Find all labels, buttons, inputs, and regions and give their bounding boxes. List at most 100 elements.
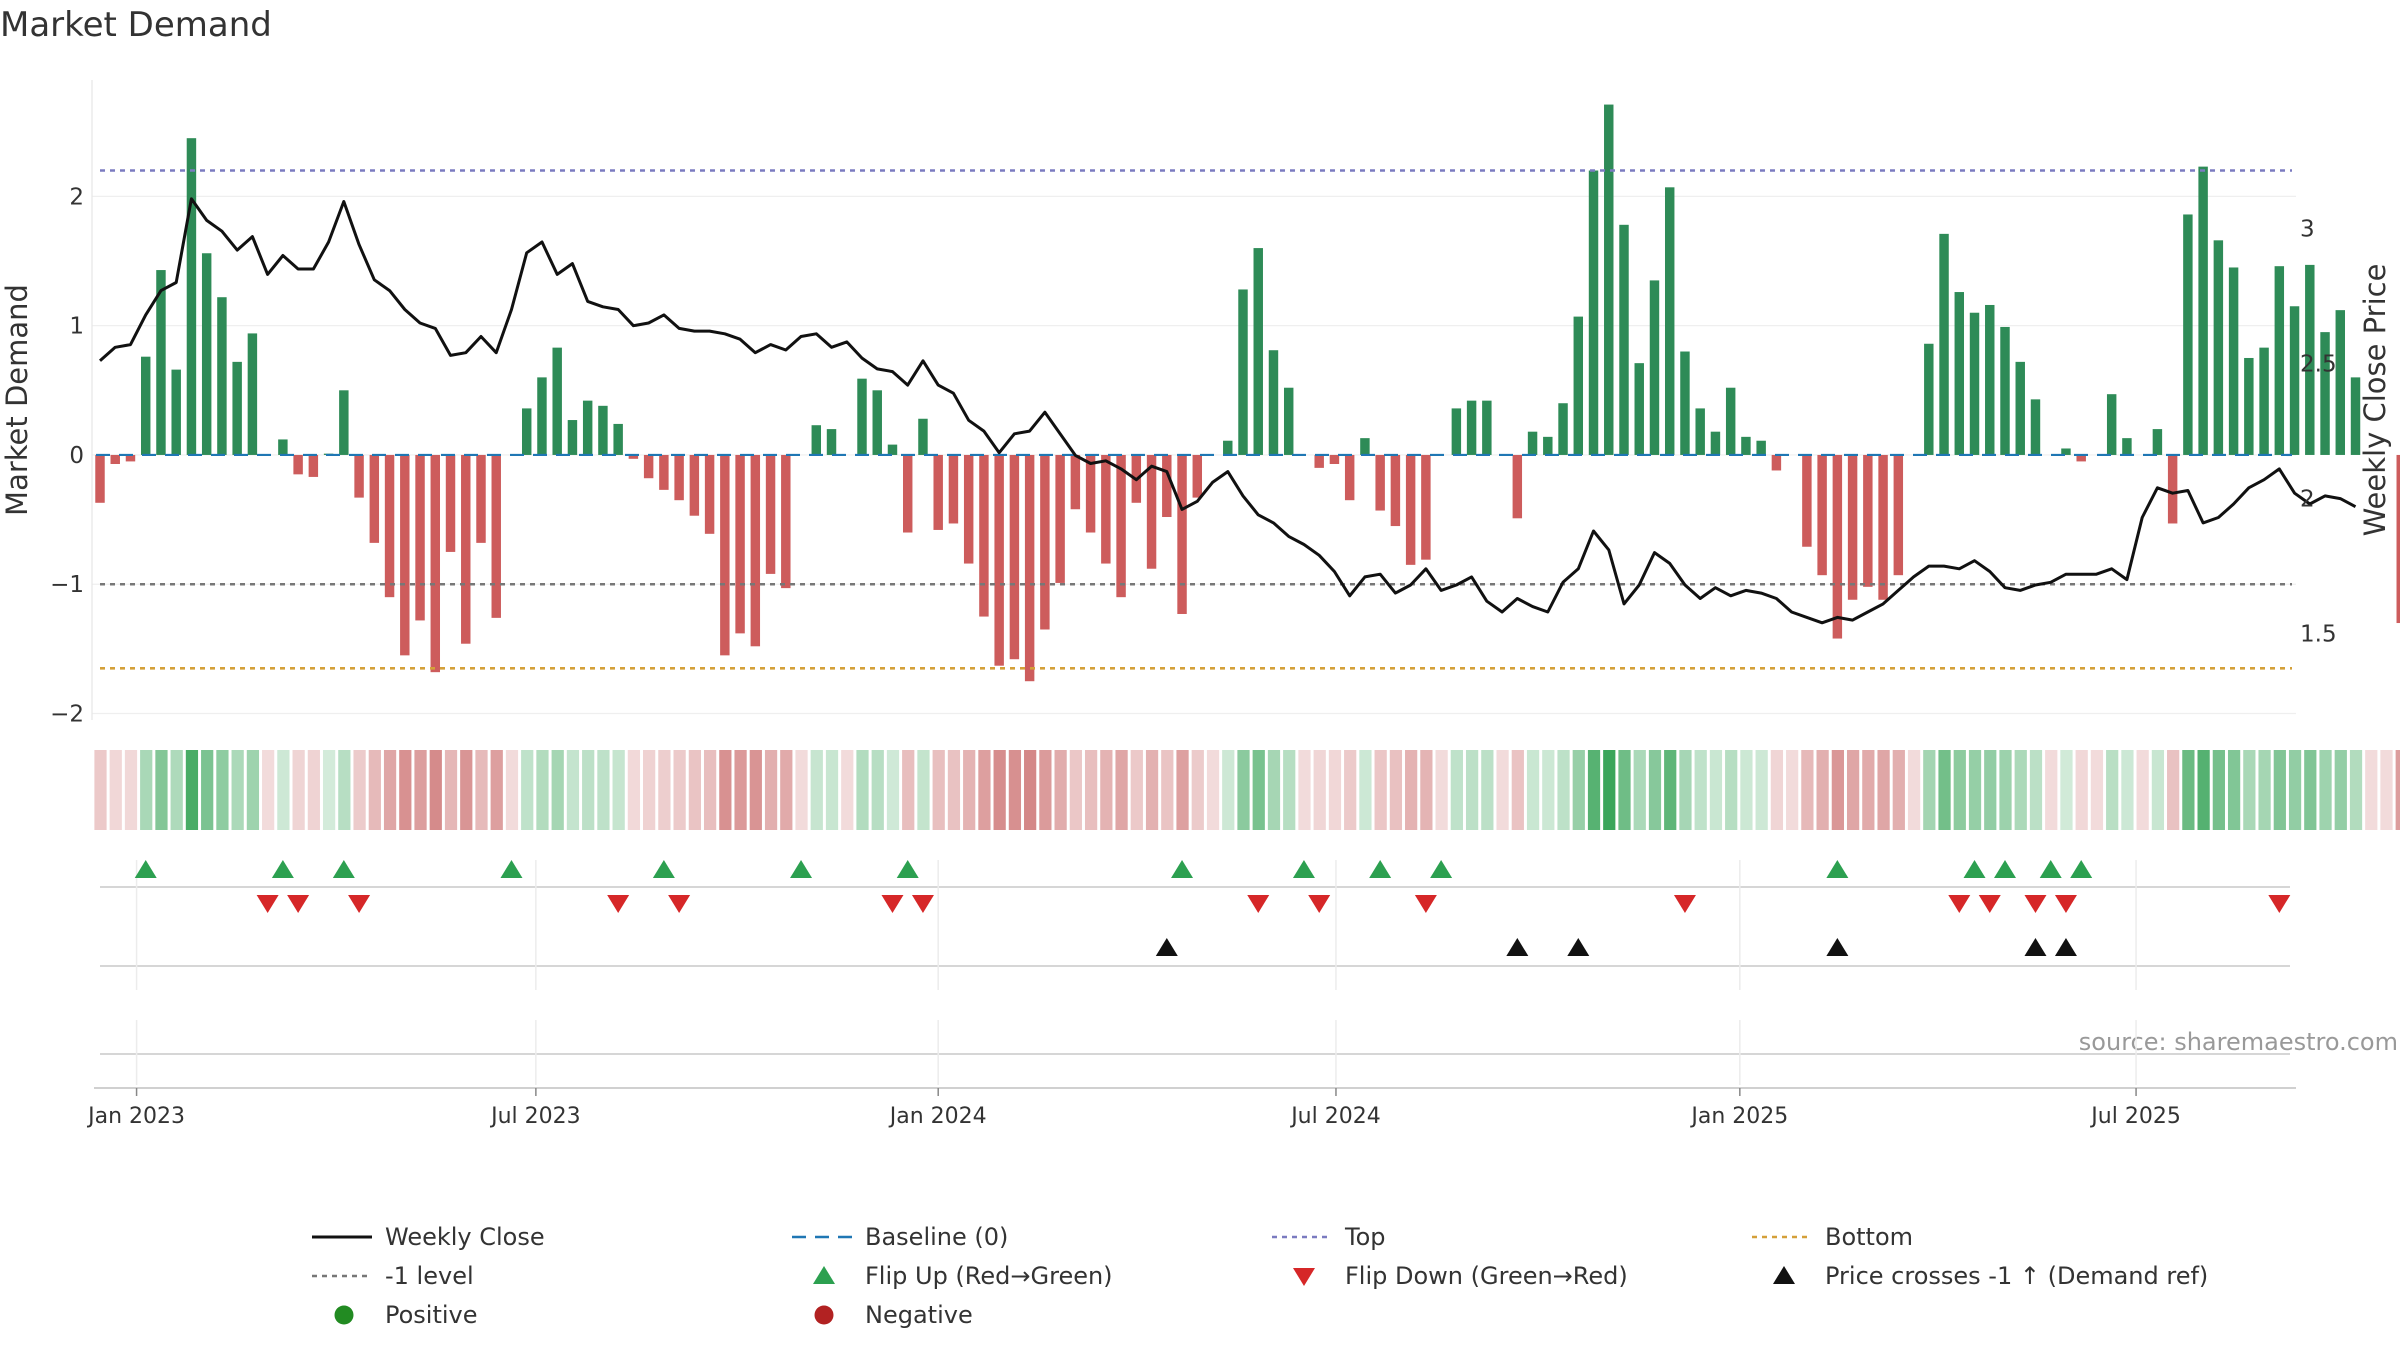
demand-bar (567, 420, 578, 455)
heatmap-cell (703, 750, 717, 830)
heatmap-cell (1024, 750, 1037, 830)
x-tick-label: Jul 2024 (1289, 1104, 1381, 1129)
demand-bar (217, 297, 227, 455)
flip-down-marker (1673, 895, 1696, 913)
heatmap-cell (1206, 750, 1220, 830)
demand-bar (994, 454, 1004, 666)
demand-bar (2320, 332, 2330, 455)
heatmap-cell (292, 750, 305, 830)
demand-bar (2289, 306, 2300, 455)
demand-bar (2305, 264, 2315, 455)
demand-bar (704, 454, 715, 534)
demand-bars (95, 104, 2400, 682)
heatmap-cell (1405, 750, 1418, 830)
demand-bar (1024, 454, 1035, 682)
heatmap-cell (2243, 750, 2256, 830)
heatmap-cell (734, 750, 747, 830)
demand-bar (2244, 357, 2254, 455)
heatmap-cell (1892, 750, 1905, 830)
demand-bar (1360, 438, 1370, 455)
demand-bar (232, 361, 242, 455)
signal-markers (134, 860, 2291, 956)
demand-bar (1101, 454, 1111, 564)
demand-bar (643, 454, 654, 479)
heatmap-cell (1359, 750, 1372, 830)
heatmap-cell (399, 750, 412, 830)
heatmap-cell (1526, 750, 1540, 830)
price-cross-marker (1506, 938, 1529, 956)
flip-down-marker (911, 895, 934, 913)
heatmap-cell (902, 750, 915, 830)
demand-bar (1939, 233, 1949, 455)
demand-bar (2228, 267, 2239, 455)
heatmap-cell (1176, 750, 1189, 830)
heatmap-cell (825, 750, 839, 830)
heatmap-cell (886, 750, 900, 830)
demand-bar (2259, 347, 2269, 455)
y-tick-left: 1 (69, 314, 84, 340)
demand-bar (1192, 454, 1203, 498)
legend-item-top: Top (1272, 1223, 1386, 1251)
flip-up-marker (790, 860, 813, 878)
demand-bar (1162, 454, 1172, 518)
heatmap-cell (947, 750, 961, 830)
demand-bar (339, 390, 349, 455)
demand-bar (628, 454, 639, 459)
heatmap-cell (551, 750, 564, 830)
heatmap-cell (2182, 750, 2195, 830)
legend-label-flip-up: Flip Up (Red→Green) (865, 1262, 1113, 1290)
demand-bar (400, 454, 410, 656)
heatmap-cell (764, 750, 778, 830)
legend-item-baseline: Baseline (0) (792, 1223, 1008, 1251)
heatmap-cell (1328, 750, 1342, 830)
heatmap-cell (963, 750, 976, 830)
heatmap-cell (1313, 750, 1326, 830)
heatmap-cell (429, 750, 442, 830)
x-tick-label: Jan 2025 (1689, 1104, 1788, 1129)
heatmap-cell (1420, 750, 1433, 830)
demand-bar (1466, 400, 1477, 455)
heatmap-cell (383, 750, 397, 830)
heatmap-cell (1069, 750, 1082, 830)
demand-bar (2152, 429, 2163, 455)
heatmap-cell (1587, 750, 1601, 830)
demand-bar (963, 454, 974, 564)
demand-bar (979, 454, 989, 617)
demand-bar (1238, 289, 1248, 455)
demand-bar (1482, 400, 1492, 455)
demand-bar (1649, 280, 1660, 455)
heatmap-cell (993, 750, 1006, 830)
heatmap-cell (536, 750, 549, 830)
heatmap-cell (1542, 750, 1555, 830)
demand-bar (415, 454, 425, 621)
y-tick-right: 2 (2300, 487, 2315, 513)
heatmap-cell (231, 750, 244, 830)
heatmap-cell (1862, 750, 1875, 830)
demand-bar (1009, 454, 1020, 660)
heatmap-cell (124, 750, 138, 830)
demand-bar (857, 378, 867, 455)
demand-bar (1893, 454, 1904, 576)
demand-bar (1085, 454, 1096, 533)
heatmap-cell (338, 750, 351, 830)
heatmap-cell (1191, 750, 1204, 830)
heatmap-cell (414, 750, 427, 830)
flip-down-marker (1948, 895, 1971, 913)
demand-bar (1177, 454, 1187, 614)
demand-bar (247, 333, 258, 455)
legend-item-price-cross: Price crosses -1 ↑ (Demand ref) (1773, 1262, 2208, 1290)
flip-down-marker (287, 895, 310, 913)
heatmap-cell (1633, 750, 1646, 830)
legend-item-positive: Positive (334, 1301, 478, 1329)
heatmap-cell (2014, 750, 2027, 830)
demand-bar (95, 454, 105, 503)
heatmap-cell (460, 750, 473, 830)
demand-bar (2061, 448, 2071, 455)
heatmap-cell (1755, 750, 1768, 830)
heatmap-cell (1846, 750, 1860, 830)
heatmap-cell (871, 750, 884, 830)
heatmap-cell (1709, 750, 1723, 830)
heatmap-cell (1511, 750, 1524, 830)
demand-bar (445, 454, 456, 552)
